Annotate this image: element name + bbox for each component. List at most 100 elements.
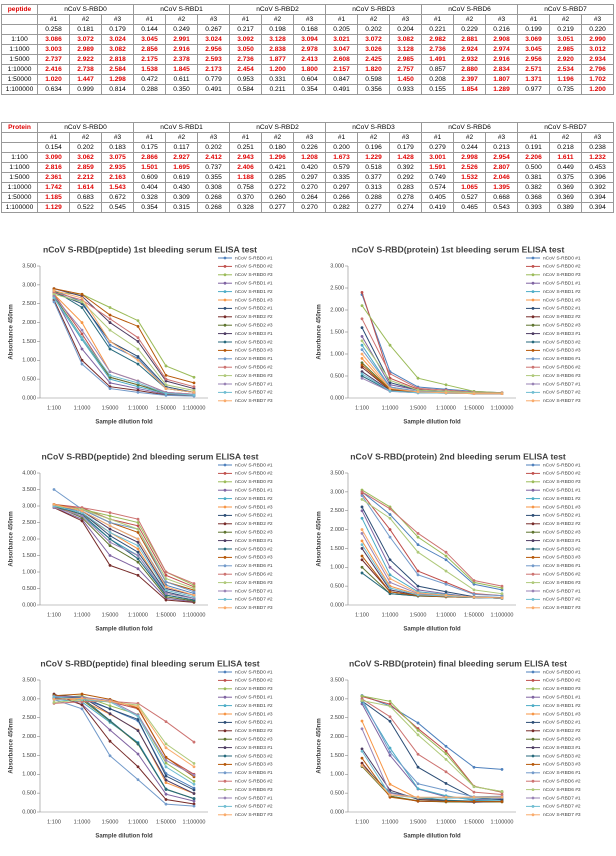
cell: 0.375 (549, 172, 582, 183)
data-point (52, 300, 56, 304)
cell: 0.579 (325, 162, 358, 173)
data-point (164, 577, 168, 580)
row-label: 1:50000 (1, 74, 38, 85)
legend-label: nCoV S-RBD6 #1 (543, 356, 581, 362)
legend-label: nCoV S-RBD6 #3 (543, 787, 581, 793)
data-point (136, 324, 140, 328)
legend-label: nCoV S-RBD6 #3 (235, 580, 273, 586)
data-point (416, 787, 420, 791)
legend-marker (223, 539, 227, 542)
data-point (80, 509, 84, 513)
x-tick-label: 1:5000 (410, 405, 427, 411)
cell: 1.501 (133, 162, 166, 173)
data-point (360, 558, 364, 562)
cell: 3.082 (101, 44, 134, 55)
cell: 2.974 (485, 44, 518, 55)
cell: 0.205 (325, 24, 358, 35)
y-tick-label: 0.500 (22, 377, 36, 383)
data-point (388, 565, 392, 569)
data-point (388, 386, 392, 390)
sub-header: #3 (581, 132, 614, 143)
data-point (164, 377, 168, 381)
legend-label: nCoV S-RBD6 #2 (235, 778, 273, 784)
legend-marker (223, 256, 227, 260)
x-tick-label: 1:100000 (491, 612, 514, 618)
cell: 0.168 (293, 24, 326, 35)
data-point (500, 768, 504, 771)
data-point (136, 358, 140, 362)
cell: 2.571 (517, 64, 550, 75)
cell: 2.916 (485, 54, 518, 65)
data-point (136, 381, 140, 385)
data-point (164, 792, 168, 796)
data-point (80, 328, 84, 332)
cell: 1.232 (581, 152, 614, 163)
group-header: nCoV S-RBD3 (325, 122, 422, 133)
legend-label: nCoV S-RBD3 #2 (543, 339, 581, 345)
data-point (108, 554, 112, 557)
cell: 0.270 (293, 202, 326, 213)
cell: 1.611 (549, 152, 582, 163)
x-tick-label: 1:100000 (491, 819, 514, 825)
group-header: nCoV S-RBD7 (517, 122, 614, 133)
cell: 1.702 (581, 74, 614, 85)
cell: 0.292 (389, 172, 422, 183)
data-point (80, 692, 84, 696)
data-point (360, 539, 364, 543)
cell: 1.820 (357, 64, 390, 75)
legend-label: nCoV S-RBD1 #2 (543, 289, 581, 295)
data-point (388, 507, 392, 511)
legend-label: nCoV S-RBD3 #2 (235, 546, 273, 552)
legend-marker (223, 763, 227, 766)
series-line (53, 695, 195, 800)
cell: 0.297 (293, 172, 326, 183)
cell: 1.538 (133, 64, 166, 75)
data-point (164, 802, 168, 806)
cell: 1.532 (453, 172, 486, 183)
series-line (361, 703, 503, 801)
legend-label: nCoV S-RBD2 #3 (235, 529, 273, 535)
cell: 2.978 (293, 44, 326, 55)
series-line (53, 700, 195, 743)
charts: nCoV S-RBD(peptide) 1st bleeding serum E… (9, 244, 581, 839)
legend-label: nCoV S-RBD6 #1 (235, 356, 273, 362)
data-point (136, 362, 140, 366)
legend-label: nCoV S-RBD1 #2 (235, 289, 273, 295)
legend-label: nCoV S-RBD3 #3 (235, 762, 273, 768)
y-axis-title: Absorbance 450nm (9, 304, 15, 359)
cell: 1.845 (165, 64, 198, 75)
data-point (388, 702, 392, 706)
cell: 0.221 (421, 24, 454, 35)
cell: 2.175 (133, 54, 166, 65)
series-line (53, 505, 195, 585)
data-point (136, 531, 140, 534)
legend-label: nCoV S-RBD6 #1 (543, 770, 581, 776)
legend-marker (531, 357, 535, 361)
legend-marker (531, 391, 535, 394)
sub-header: #3 (101, 132, 134, 143)
x-tick-label: 1:100000 (183, 405, 206, 411)
legend-marker (223, 332, 227, 335)
series-line (361, 491, 503, 591)
chart-title: nCoV S-RBD(peptide) 1st bleeding serum E… (43, 244, 257, 254)
cell: 1.742 (37, 182, 70, 193)
row-label: 1:50000 (1, 192, 38, 203)
legend-marker (223, 737, 227, 741)
data-point (360, 352, 364, 356)
x-tick-label: 1:100 (355, 612, 369, 618)
data-point (360, 335, 364, 338)
sub-header: #3 (197, 14, 230, 25)
legend-label: nCoV S-RBD7 #3 (235, 398, 273, 404)
y-tick-label: 1.500 (330, 546, 344, 552)
cell: 3.092 (229, 34, 262, 45)
cell: 0.500 (517, 162, 550, 173)
legend-label: nCoV S-RBD1 #3 (235, 504, 273, 510)
legend-marker (223, 265, 227, 268)
cell: 0.543 (485, 202, 518, 213)
data-point (444, 383, 448, 387)
sub-header: #2 (549, 132, 582, 143)
cell: 2.932 (453, 54, 486, 65)
data-point (192, 393, 196, 397)
sub-header: #3 (581, 14, 614, 25)
legend-marker (223, 340, 227, 344)
